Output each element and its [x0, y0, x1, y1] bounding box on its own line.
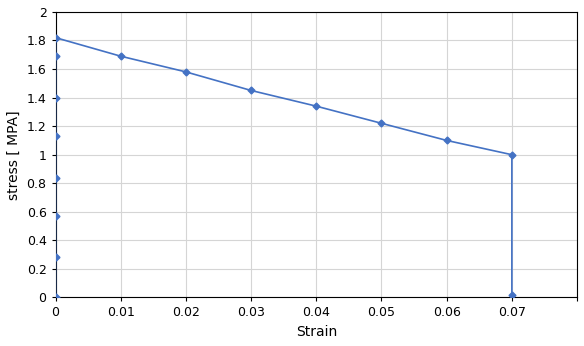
X-axis label: Strain: Strain: [296, 325, 337, 339]
Y-axis label: stress [ MPA]: stress [ MPA]: [7, 110, 21, 200]
